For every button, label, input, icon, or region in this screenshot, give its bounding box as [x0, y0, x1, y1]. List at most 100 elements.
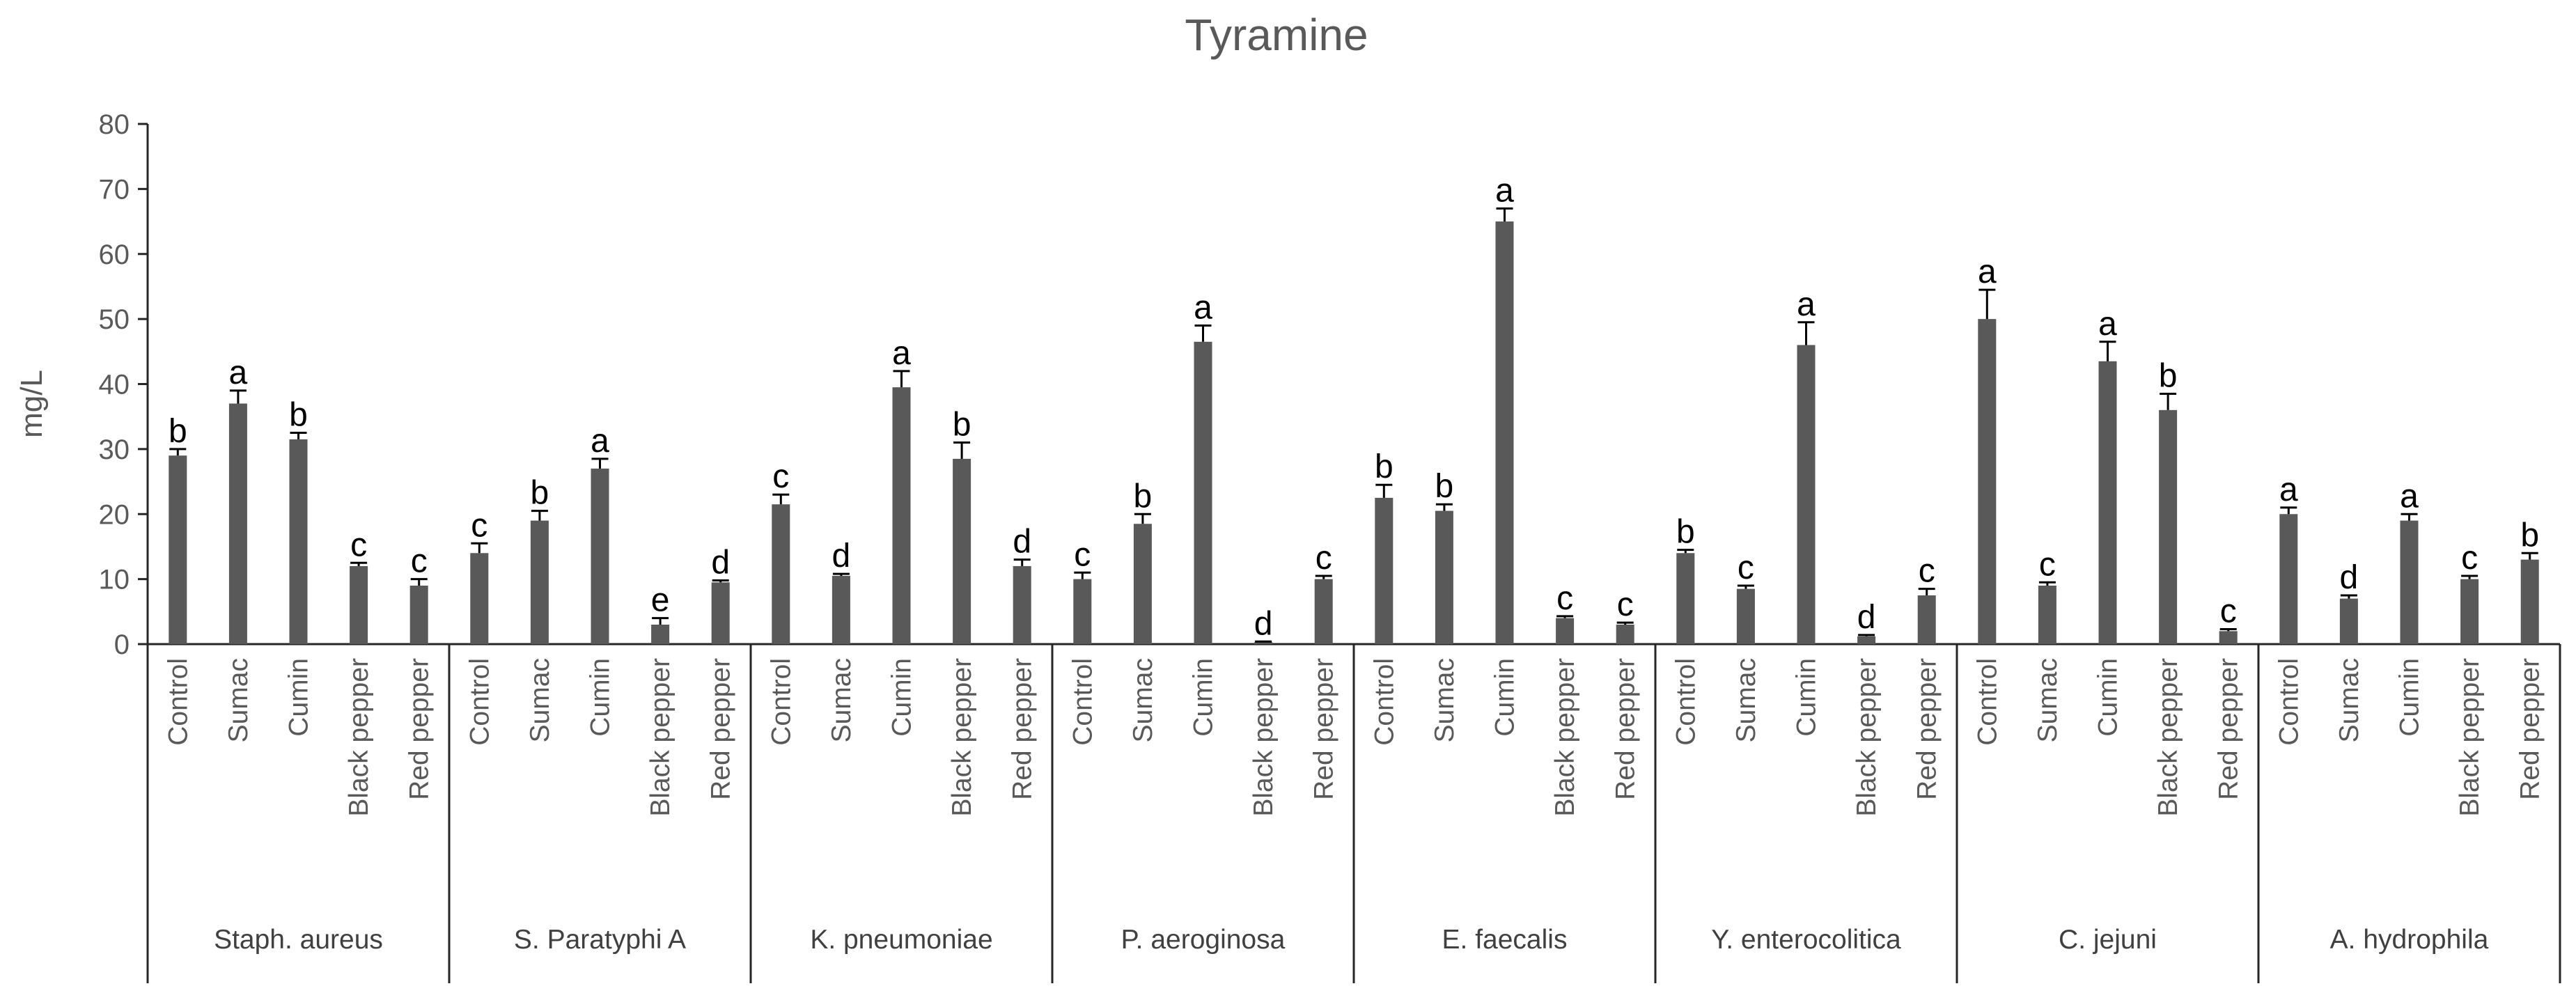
significance-label: c [471, 507, 487, 544]
category-label: Black pepper [1852, 658, 1882, 817]
category-label: Cumin [586, 658, 616, 737]
significance-label: b [1676, 514, 1695, 551]
category-label: Sumac [1430, 658, 1460, 742]
y-tick-label: 60 [99, 240, 130, 270]
bar [1013, 565, 1031, 644]
bar [1133, 524, 1152, 644]
bar [2279, 514, 2298, 644]
significance-label: d [1857, 599, 1876, 636]
bar [289, 439, 308, 644]
category-label: Red pepper [1611, 658, 1641, 800]
group-label: K. pneumoniae [810, 925, 992, 955]
category-label: Black pepper [947, 658, 977, 817]
category-label: Control [766, 658, 796, 746]
bar [892, 387, 911, 644]
y-tick-label: 10 [99, 565, 130, 595]
category-label: Red pepper [706, 658, 736, 800]
significance-label: c [1074, 536, 1091, 573]
significance-label: b [531, 475, 549, 512]
category-label: Control [1369, 658, 1399, 746]
bar [953, 458, 971, 644]
bar [228, 403, 247, 644]
bar [1375, 497, 1394, 644]
category-label: Sumac [827, 658, 857, 742]
significance-label: d [1254, 605, 1273, 642]
group-label: S. Paratyphi A [514, 925, 686, 955]
y-tick-label: 80 [99, 109, 130, 140]
significance-label: d [2340, 559, 2359, 596]
bar [2400, 520, 2419, 644]
bar [591, 468, 609, 644]
group-label: A. hydrophila [2330, 925, 2489, 955]
category-label: Black pepper [2455, 658, 2485, 817]
bar [1254, 642, 1273, 644]
category-label: Black pepper [646, 658, 676, 817]
significance-label: a [1194, 289, 1212, 326]
chart-title: Tyramine [1185, 10, 1368, 60]
category-label: Black pepper [2153, 658, 2183, 817]
significance-label: a [229, 354, 248, 391]
category-label: Red pepper [2214, 658, 2244, 800]
category-label: Red pepper [1008, 658, 1038, 800]
bar [530, 520, 549, 644]
significance-label: c [411, 543, 428, 580]
axes: 0 10 20 30 40 50 60 70 80 Staph. aureus Control Sum… [99, 109, 2561, 983]
bar [2038, 585, 2056, 644]
group-label: Y. enterocolitica [1711, 925, 1901, 955]
significance-label: d [711, 544, 730, 581]
y-tick-label: 40 [99, 370, 130, 400]
significance-label: a [1495, 172, 1514, 209]
bar [711, 582, 730, 644]
bar [1495, 221, 1514, 644]
y-tick-label: 20 [99, 499, 130, 530]
significance-label: a [2098, 306, 2117, 343]
bar [1314, 579, 1333, 644]
category-label: Cumin [284, 658, 314, 737]
category-label: Cumin [1189, 658, 1219, 737]
group-label: E. faecalis [1442, 925, 1568, 955]
category-label: Sumac [2334, 658, 2364, 742]
bar [1616, 624, 1634, 644]
significance-label: a [2279, 471, 2298, 508]
category-label: Black pepper [1550, 658, 1580, 817]
bar [772, 504, 790, 644]
category-label: Sumac [1128, 658, 1158, 742]
significance-label: c [1617, 586, 1634, 623]
bar [2159, 409, 2178, 644]
significance-label: a [1978, 253, 1997, 290]
bar [470, 553, 489, 644]
bar [832, 575, 850, 644]
significance-label: b [953, 407, 971, 444]
significance-label: c [2461, 540, 2478, 577]
bar [2339, 598, 2358, 644]
y-tick-label: 50 [99, 304, 130, 335]
significance-label: c [2220, 593, 2237, 630]
bar [1736, 588, 1755, 644]
category-label: Red pepper [1912, 658, 1942, 800]
significance-label: a [892, 335, 911, 372]
y-axis-label: mg/L [15, 370, 49, 438]
group-label: C. jejuni [2059, 925, 2157, 955]
significance-label: b [1375, 448, 1394, 485]
category-label: Sumac [1731, 658, 1761, 742]
bar [1435, 510, 1453, 644]
significance-label: b [1134, 478, 1153, 515]
category-label: Red pepper [2515, 658, 2545, 800]
significance-label: b [1435, 468, 1454, 505]
y-tick-label: 30 [99, 435, 130, 465]
category-label: Cumin [2395, 658, 2425, 737]
y-tick-label: 70 [99, 174, 130, 205]
category-label: Cumin [1490, 658, 1520, 737]
significance-label: a [1797, 286, 1816, 323]
bar [1194, 341, 1212, 644]
significance-label: c [1738, 549, 1754, 586]
significance-label: d [832, 538, 851, 574]
significance-label: a [591, 423, 609, 460]
category-label: Control [163, 658, 193, 746]
group-label: P. aeroginosa [1121, 925, 1286, 955]
significance-label: c [1556, 580, 1573, 617]
significance-label: b [2520, 517, 2539, 554]
significance-label: c [350, 526, 367, 563]
significance-label: a [2400, 478, 2419, 515]
significance-label: b [2159, 358, 2178, 395]
